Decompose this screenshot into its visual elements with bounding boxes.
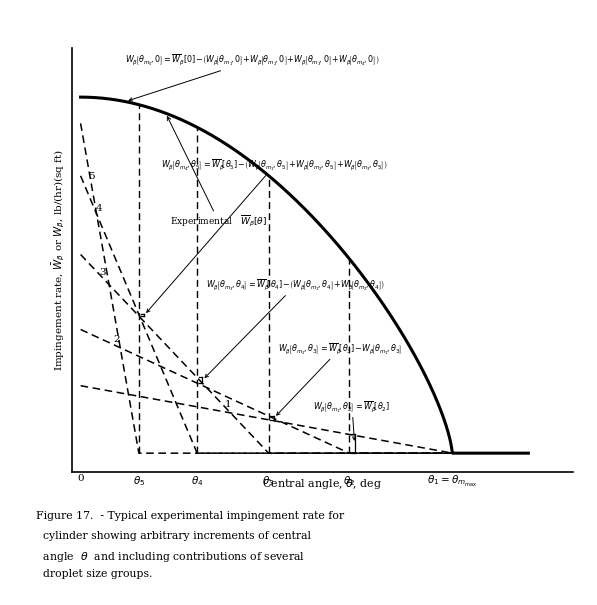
Text: angle  $\theta$  and including contributions of several: angle $\theta$ and including contributio… <box>36 550 305 564</box>
Text: $\theta_3$: $\theta_3$ <box>263 474 275 488</box>
Text: 5: 5 <box>88 172 95 181</box>
Text: $W_\beta\!\left[\theta_{m_2}\!,\theta_3\right] = \overline{W}_\beta\!\left[\thet: $W_\beta\!\left[\theta_{m_2}\!,\theta_3\… <box>276 341 402 415</box>
Text: cylinder showing arbitrary increments of central: cylinder showing arbitrary increments of… <box>36 531 311 541</box>
Text: 1: 1 <box>225 399 232 408</box>
Text: $\theta_4$: $\theta_4$ <box>191 474 203 488</box>
Text: $W_\beta\!\left[\theta_{m_5}\!,0\right] = \overline{W}_\beta[0]\!-\!\left(W_\bet: $W_\beta\!\left[\theta_{m_5}\!,0\right] … <box>125 53 380 101</box>
Text: $W_\beta\!\left[\theta_{m_3}\!,\theta_4\right] = \overline{W}_\beta\!\left[\thet: $W_\beta\!\left[\theta_{m_3}\!,\theta_4\… <box>205 278 385 378</box>
Text: 3: 3 <box>100 268 106 277</box>
Text: $\theta_1 = \theta_{m_{\rm max}}$: $\theta_1 = \theta_{m_{\rm max}}$ <box>427 474 478 489</box>
Text: $\theta_5$: $\theta_5$ <box>133 474 145 488</box>
Text: 2: 2 <box>113 336 120 344</box>
Text: $\theta_2$: $\theta_2$ <box>343 474 355 488</box>
Text: droplet size groups.: droplet size groups. <box>36 569 152 580</box>
Text: $W_\beta\!\left[\theta_{m_1}\!,\theta_2\right] = \overline{W}_\beta\!\left[\thet: $W_\beta\!\left[\theta_{m_1}\!,\theta_2\… <box>313 399 390 440</box>
X-axis label: Central angle, $\theta$, deg: Central angle, $\theta$, deg <box>262 477 383 491</box>
Text: Experimental   $\overline{W}_\beta[\theta]$: Experimental $\overline{W}_\beta[\theta]… <box>167 117 267 229</box>
Y-axis label: Impingement rate, $\bar{W}_{\beta}$ or $W_{\beta}$, lb/(hr)(sq ft): Impingement rate, $\bar{W}_{\beta}$ or $… <box>51 149 67 371</box>
Text: $W_\beta\!\left[\theta_{m_4}\!,\theta_5\right] = \overline{W}_\beta\!\left[\thet: $W_\beta\!\left[\theta_{m_4}\!,\theta_5\… <box>147 158 388 312</box>
Text: 4: 4 <box>95 204 102 213</box>
Text: Figure 17.  - Typical experimental impingement rate for: Figure 17. - Typical experimental imping… <box>36 511 344 522</box>
Text: 0: 0 <box>77 474 84 483</box>
